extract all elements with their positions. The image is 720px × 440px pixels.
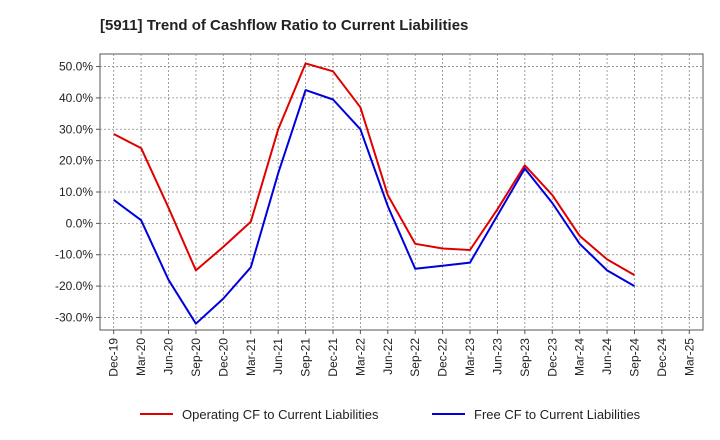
x-tick-label: Dec-23 (545, 338, 559, 377)
x-tick-label: Jun-22 (381, 338, 395, 375)
grid-layer (100, 54, 703, 330)
x-tick-label: Jun-21 (271, 338, 285, 375)
x-tick-label: Mar-20 (134, 338, 148, 376)
x-tick-label: Mar-22 (353, 338, 367, 376)
x-tick-label: Jun-24 (600, 338, 614, 375)
legend-label-free-cf: Free CF to Current Liabilities (474, 407, 641, 422)
x-tick-label: Mar-25 (682, 338, 696, 376)
y-tick-label: -30.0% (55, 310, 93, 324)
chart-title: [5911] Trend of Cashflow Ratio to Curren… (100, 17, 468, 34)
x-tick-label: Jun-20 (162, 338, 176, 375)
legend: Operating CF to Current Liabilities Free… (140, 407, 641, 422)
y-tick-label: -20.0% (55, 279, 93, 293)
x-tick-label: Sep-21 (299, 338, 313, 377)
y-tick-label: 20.0% (59, 154, 93, 168)
x-tick-label: Sep-22 (408, 338, 422, 377)
y-tick-label: -10.0% (55, 248, 93, 262)
y-tick-label: 30.0% (59, 122, 93, 136)
series-line-1 (113, 89, 635, 325)
y-tick-label: 40.0% (59, 91, 93, 105)
x-tick-label: Dec-20 (216, 338, 230, 377)
x-tick-label: Mar-24 (573, 338, 587, 376)
legend-label-operating-cf: Operating CF to Current Liabilities (182, 407, 379, 422)
series-layer (113, 62, 635, 325)
x-tick-label: Mar-23 (463, 338, 477, 376)
x-tick-label: Sep-23 (518, 338, 532, 377)
x-tick-label: Sep-20 (189, 338, 203, 377)
axis-layer: 50.0% 40.0% 30.0% 20.0% 10.0% 0.0% -10.0% -20.0… (55, 60, 696, 377)
y-tick-label: 10.0% (59, 185, 93, 199)
y-tick-label: 50.0% (59, 60, 93, 74)
y-tick-label: 0.0% (66, 216, 94, 230)
x-tick-label: Sep-24 (627, 338, 641, 377)
x-tick-label: Dec-19 (107, 338, 121, 377)
x-tick-label: Dec-21 (326, 338, 340, 377)
x-tick-label: Dec-22 (436, 338, 450, 377)
x-tick-label: Dec-24 (655, 338, 669, 377)
series-line-0 (113, 62, 635, 276)
x-tick-label: Jun-23 (490, 338, 504, 375)
x-tick-label: Mar-21 (244, 338, 258, 376)
